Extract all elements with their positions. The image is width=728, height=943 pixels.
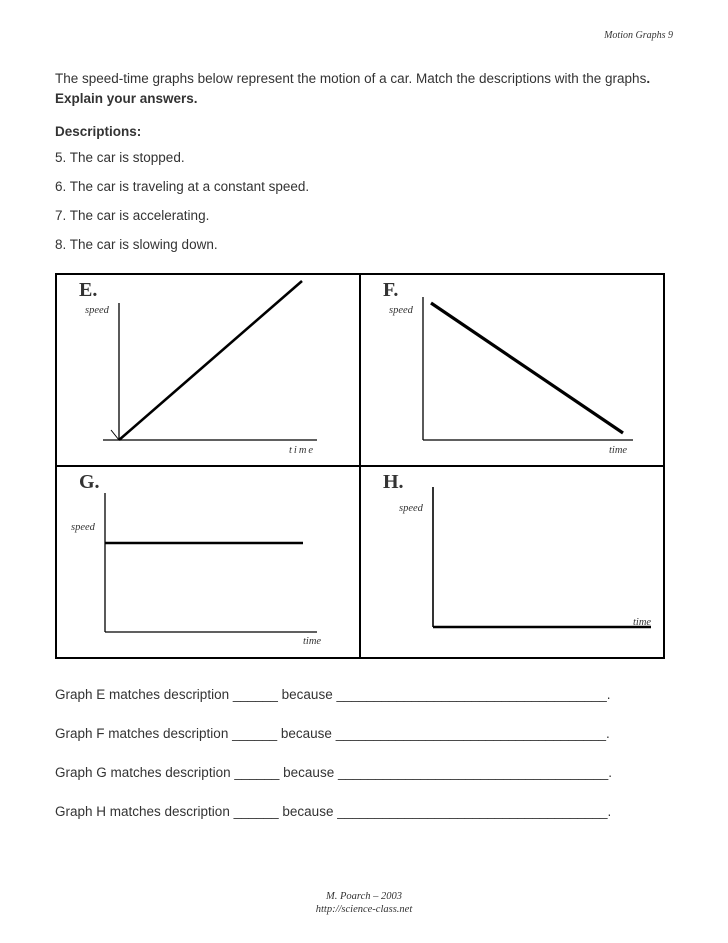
- answer-suffix: .: [608, 804, 612, 819]
- page-header-right: Motion Graphs 9: [55, 30, 673, 41]
- answer-suffix: .: [607, 687, 611, 702]
- answer-prefix: Graph G matches description: [55, 765, 234, 780]
- blank-short: ______: [233, 687, 278, 702]
- descriptions-heading: Descriptions:: [55, 124, 673, 139]
- footer-url: http://science-class.net: [0, 903, 728, 917]
- page-footer: M. Poarch – 2003 http://science-class.ne…: [0, 890, 728, 917]
- blank-short: ______: [232, 726, 277, 741]
- answer-mid: because: [278, 687, 337, 702]
- graph-cell-f: F. speed time: [360, 274, 664, 466]
- answer-suffix: .: [606, 726, 610, 741]
- answer-prefix: Graph H matches description: [55, 804, 234, 819]
- blank-short: ______: [234, 804, 279, 819]
- intro-text: The speed-time graphs below represent th…: [55, 71, 646, 86]
- graph-cell-e: E. speed time: [56, 274, 360, 466]
- blank-long: ____________________________________: [338, 765, 608, 780]
- answer-suffix: .: [608, 765, 612, 780]
- page: Motion Graphs 9 The speed-time graphs be…: [0, 0, 728, 819]
- graph-cell-g: G. speed time: [56, 466, 360, 658]
- blank-long: ____________________________________: [337, 804, 607, 819]
- answer-line-f: Graph F matches description ______ becau…: [55, 726, 673, 741]
- description-item: 6. The car is traveling at a constant sp…: [55, 178, 673, 197]
- blank-short: ______: [234, 765, 279, 780]
- answer-line-g: Graph G matches description ______ becau…: [55, 765, 673, 780]
- answer-line-h: Graph H matches description ______ becau…: [55, 804, 673, 819]
- answer-prefix: Graph E matches description: [55, 687, 233, 702]
- graph-f-svg: [361, 275, 666, 467]
- answer-mid: because: [277, 726, 336, 741]
- graph-e-svg: [57, 275, 362, 467]
- footer-author: M. Poarch – 2003: [0, 890, 728, 904]
- graph-cell-h: H. speed time: [360, 466, 664, 658]
- answer-mid: because: [279, 804, 338, 819]
- description-item: 5. The car is stopped.: [55, 149, 673, 168]
- blank-long: ____________________________________: [336, 687, 606, 702]
- answer-prefix: Graph F matches description: [55, 726, 232, 741]
- graph-g-svg: [57, 467, 362, 659]
- blank-long: ____________________________________: [336, 726, 606, 741]
- answer-mid: because: [279, 765, 338, 780]
- graph-h-svg: [361, 467, 666, 659]
- answer-line-e: Graph E matches description ______ becau…: [55, 687, 673, 702]
- description-item: 8. The car is slowing down.: [55, 236, 673, 255]
- intro-paragraph: The speed-time graphs below represent th…: [55, 69, 673, 108]
- graphs-grid: E. speed time F. speed time G. spee: [55, 273, 665, 659]
- description-item: 7. The car is accelerating.: [55, 207, 673, 226]
